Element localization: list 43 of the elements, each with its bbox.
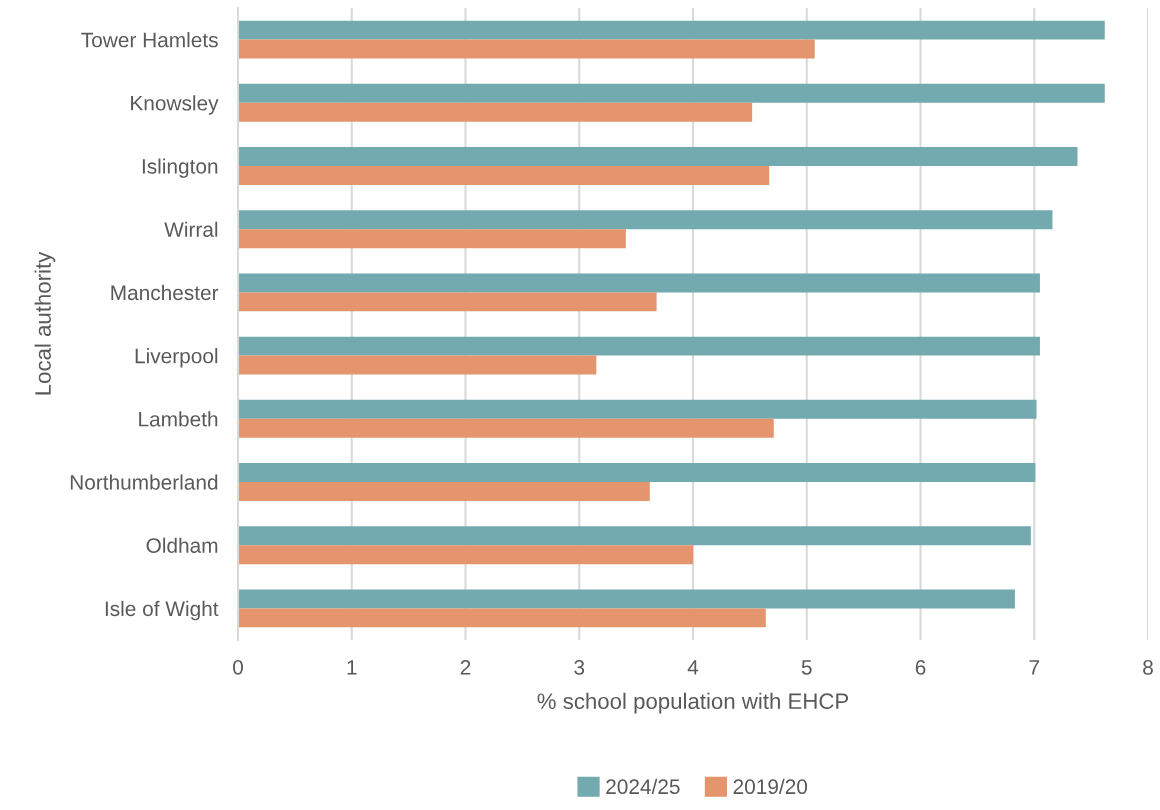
x-tick-label: 4 — [687, 660, 699, 675]
bar — [238, 83, 1105, 103]
y-tick-label: Liverpool — [135, 348, 218, 368]
bar — [238, 20, 1105, 40]
bar — [238, 589, 1015, 609]
bar — [238, 608, 766, 628]
bar — [238, 418, 774, 438]
bar — [238, 526, 1031, 546]
y-tick-label: Manchester — [111, 284, 219, 301]
y-tick-label: Lambeth — [139, 411, 218, 427]
x-axis-title: % school population with EHCP — [537, 692, 849, 714]
bar — [238, 147, 1078, 166]
y-tick-label: Knowsley — [131, 95, 219, 115]
bar — [238, 210, 1053, 230]
x-tick-label: 8 — [1143, 659, 1153, 675]
bar — [238, 336, 1040, 356]
bar — [238, 292, 657, 312]
y-axis-title: Local authority — [34, 251, 56, 395]
x-tick-label: 7 — [1029, 660, 1039, 675]
bar — [238, 39, 815, 59]
x-tick-label: 5 — [801, 660, 812, 675]
y-tick-label: Northumberland — [70, 474, 218, 490]
bar — [238, 102, 753, 122]
x-tick-label: 0 — [233, 659, 243, 675]
x-tick-label: 6 — [915, 659, 926, 675]
y-tick-label: Islington — [142, 158, 218, 178]
bar — [238, 273, 1040, 293]
bar — [238, 229, 626, 249]
legend-label: 2024/25 — [606, 778, 680, 795]
bar — [238, 166, 770, 185]
y-tick-label: Tower Hamlets — [81, 32, 218, 48]
bar — [238, 355, 597, 375]
bar — [238, 399, 1037, 419]
y-tick-label: Oldham — [146, 537, 218, 553]
legend-label: 2019/20 — [733, 778, 808, 795]
x-tick-label: 3 — [574, 659, 585, 675]
y-tick-label: Wirral — [164, 221, 218, 237]
y-tick-label: Isle of Wight — [105, 600, 219, 621]
bar — [238, 463, 1036, 482]
bar — [238, 482, 650, 501]
bar — [238, 545, 693, 565]
x-tick-label: 2 — [460, 659, 471, 675]
x-tick-label: 1 — [347, 660, 357, 675]
